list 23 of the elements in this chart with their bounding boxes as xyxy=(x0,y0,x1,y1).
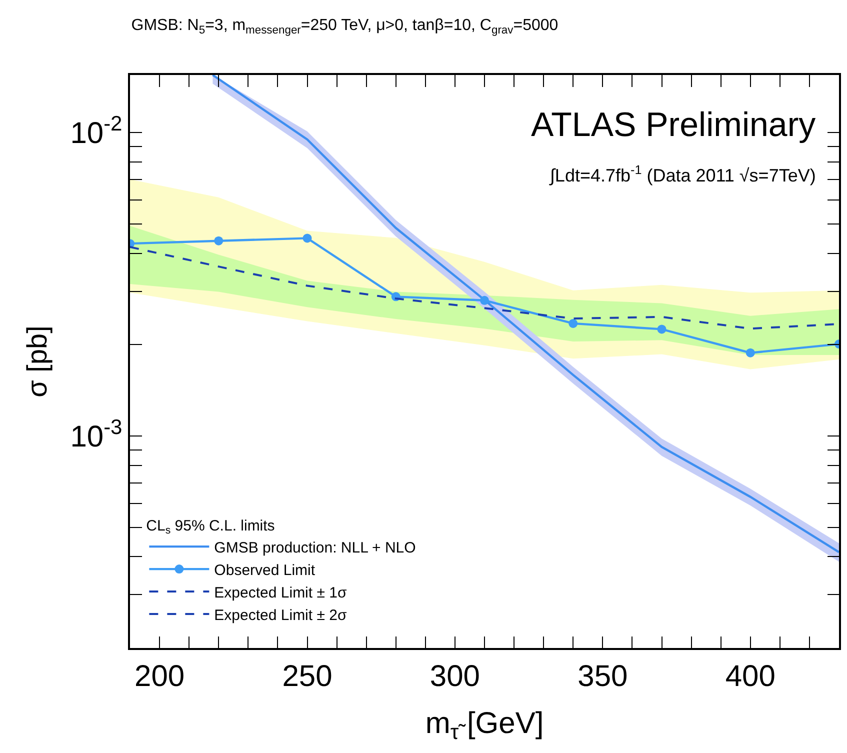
annotation: ATLAS Preliminary xyxy=(531,106,816,144)
point xyxy=(302,234,312,243)
legend-label: GMSB production: NLL + NLO xyxy=(214,539,416,556)
chart-title: GMSB: N$_{5}$=3, m$_{messenger}$=250 TeV, μ>0, tanβ=10, C$_{grav}$=5000 xyxy=(131,17,558,36)
legend-label: Expected Limit ± 1σ xyxy=(214,584,348,602)
x-tick-label: 200 xyxy=(134,660,185,693)
x-tick-label: 250 xyxy=(282,660,332,693)
y-tick-label: 10$^{-3}$ xyxy=(70,416,122,454)
point xyxy=(214,236,224,246)
x-axis-title: m$_{τ̃}$ [GeV] xyxy=(425,706,544,744)
point xyxy=(568,318,578,328)
legend-label: Observed Limit xyxy=(214,562,316,579)
y-tick-label: 10$^{-2}$ xyxy=(70,112,122,150)
legend-label: Expected Limit ± 2σ xyxy=(214,606,348,624)
x-tick-label: 400 xyxy=(725,660,776,693)
x-tick-label: 350 xyxy=(578,660,628,693)
point xyxy=(480,296,489,305)
y-axis-title: σ [pb] xyxy=(21,326,52,398)
x-tick-label: 300 xyxy=(430,660,480,693)
legend-title: CL$_{s}$ 95% C.L. limits xyxy=(146,517,275,536)
point xyxy=(746,348,755,358)
point xyxy=(657,324,666,334)
annotation: ∫Ldt=4.7fb$^{-1}$ (Data 2011 √s=7TeV) xyxy=(549,163,816,186)
